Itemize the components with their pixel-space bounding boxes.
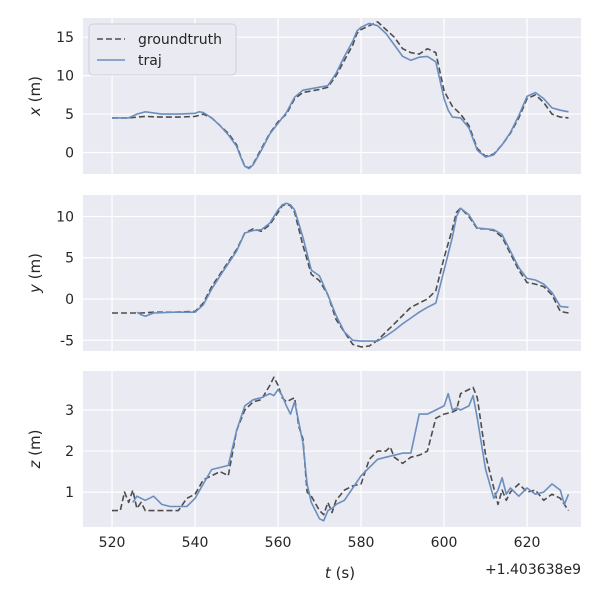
legend: groundtruth traj (88, 23, 237, 76)
series-line-traj (136, 202, 569, 342)
y-tick-label: 0 (65, 145, 74, 161)
y-tick-label: 2 (65, 444, 74, 460)
x-tick-label: 580 (348, 535, 375, 551)
legend-label-traj: traj (138, 53, 162, 69)
x-axis-label: t (s) (325, 564, 355, 582)
y-tick-label: -5 (60, 333, 74, 349)
plot-area (83, 195, 581, 351)
x-tick-label: 560 (265, 535, 292, 551)
series-line-traj (132, 388, 570, 522)
x-tick-label: 520 (99, 535, 126, 551)
y-tick-label: 1 (65, 485, 74, 501)
subplot-y: -5 0 5 10 y (m) (26, 195, 581, 351)
y-tick-label: 10 (56, 69, 74, 85)
y-axis-label: y (m) (26, 253, 44, 294)
y-tick-label: 5 (65, 251, 74, 267)
series-line-groundtruth (112, 203, 569, 348)
x-tick-label: 540 (182, 535, 209, 551)
series-line-groundtruth (112, 376, 570, 516)
y-axis-label: x (m) (26, 76, 44, 117)
y-tick-label: 3 (65, 403, 74, 419)
y-tick-label: 10 (56, 209, 74, 225)
y-tick-label: 5 (65, 107, 74, 123)
x-tick-label: 600 (431, 535, 458, 551)
legend-box (88, 23, 237, 76)
y-tick-label: 15 (56, 30, 74, 46)
x-offset-label: +1.403638e9 (485, 562, 581, 578)
series-line-traj (112, 22, 569, 170)
subplot-z: 1 2 3 520 540 560 580 600 620 z (m) t (s) (26, 371, 581, 582)
y-axis-label: z (m) (26, 430, 44, 470)
plot-area (83, 371, 581, 527)
y-tick-label: 0 (65, 292, 74, 308)
legend-label-groundtruth: groundtruth (138, 32, 222, 48)
x-tick-label: 620 (514, 535, 541, 551)
